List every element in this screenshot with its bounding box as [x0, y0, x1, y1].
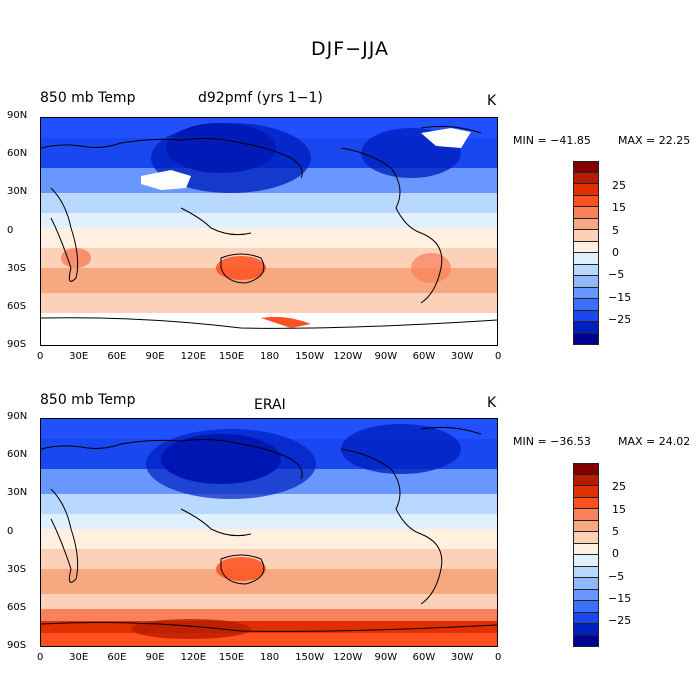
- colorbar-label: 15: [612, 503, 626, 516]
- lon-tick-label: 0: [37, 351, 44, 362]
- lon-tick-label: 150E: [218, 351, 245, 362]
- colorbar-label: −25: [608, 313, 632, 326]
- colorbar-label: 5: [612, 525, 619, 538]
- lat-tick-label: 30S: [7, 563, 27, 575]
- lon-tick-label: 30E: [69, 351, 89, 362]
- antarctic-warm-patch: [261, 316, 311, 328]
- lat-tick-label: 60N: [7, 148, 28, 160]
- lon-tick-label: 180: [260, 652, 280, 663]
- tibet-mask: [141, 170, 191, 190]
- lon-tick-label: 0: [37, 652, 44, 663]
- max-label: MAX = 24.02: [618, 435, 691, 448]
- figure-title: DJF−JJA: [311, 38, 389, 60]
- lon-tick-label: 90E: [145, 652, 165, 663]
- band-mid-south: [41, 293, 497, 313]
- min-label: MIN = −36.53: [513, 435, 591, 448]
- greenland-mask: [421, 128, 471, 148]
- colorbar-label: 25: [612, 179, 626, 192]
- lat-tick-label: 0: [7, 525, 14, 537]
- australia-warm: [216, 256, 266, 280]
- colorbar-label: −15: [608, 291, 632, 304]
- band-tropic-north: [41, 213, 497, 228]
- map-bottom: [40, 418, 498, 647]
- lon-tick-label: 90E: [145, 351, 165, 362]
- lat-tick-label: 90S: [7, 640, 27, 651]
- colorbar-bottom: [573, 463, 599, 647]
- band-subtropic-north: [41, 193, 497, 213]
- lat-tick-label: 60S: [7, 601, 27, 613]
- colorbar-label: 0: [612, 246, 619, 259]
- colorbar-label: 5: [612, 224, 619, 237]
- lat-tick-label: 60S: [7, 300, 27, 312]
- case-label: d92pmf (yrs 1−1): [198, 90, 323, 106]
- coastlines-top: [41, 125, 482, 304]
- africa-warm: [61, 248, 91, 268]
- lon-tick-label: 60E: [107, 351, 127, 362]
- lon-tick-label: 90W: [374, 351, 398, 362]
- lat-tick-label: 90S: [7, 339, 27, 350]
- variable-label: 850 mb Temp: [40, 392, 136, 408]
- colorbar-label: 15: [612, 201, 626, 214]
- coastlines-bottom: [41, 426, 497, 632]
- case-label: ERAI: [254, 397, 286, 413]
- samerica-warm: [411, 253, 451, 283]
- lon-tick-label: 60W: [412, 351, 436, 362]
- lon-tick-label: 120W: [333, 351, 363, 362]
- colorbar-label: 0: [612, 547, 619, 560]
- lat-tick-label: 0: [7, 224, 14, 236]
- lat-tick-label: 30N: [7, 487, 28, 499]
- colorbar-label: −5: [608, 570, 625, 583]
- lon-tick-label: 0: [495, 351, 502, 362]
- lon-tick-label: 60E: [107, 652, 127, 663]
- colorbar-top: [573, 161, 599, 345]
- lon-tick-label: 120W: [333, 652, 363, 663]
- variable-label: 850 mb Temp: [40, 90, 136, 106]
- lat-tick-label: 90N: [7, 411, 28, 422]
- antarctic-warm: [131, 619, 251, 639]
- colorbar-label: −25: [608, 614, 632, 627]
- lon-tick-label: 0: [495, 652, 502, 663]
- temperature-map-top: [41, 118, 497, 345]
- band-tropic-south: [41, 248, 497, 268]
- lon-tick-label: 150W: [295, 652, 325, 663]
- lon-tick-label: 30E: [69, 652, 89, 663]
- lat-tick-label: 60N: [7, 449, 28, 461]
- lat-tick-label: 30N: [7, 186, 28, 198]
- lon-tick-label: 30W: [450, 351, 474, 362]
- lon-tick-label: 120E: [180, 652, 207, 663]
- lon-tick-label: 90W: [374, 652, 398, 663]
- lon-tick-label: 60W: [412, 652, 436, 663]
- max-label: MAX = 22.25: [618, 134, 691, 147]
- map-top: [40, 117, 498, 346]
- lon-tick-label: 120E: [180, 351, 207, 362]
- units-label: K: [487, 93, 497, 109]
- lon-tick-label: 150E: [218, 652, 245, 663]
- colorbar-label: 25: [612, 480, 626, 493]
- lon-tick-label: 180: [260, 351, 280, 362]
- colorbar-label: −15: [608, 592, 632, 605]
- lat-tick-label: 90N: [7, 110, 28, 121]
- units-label: K: [487, 395, 497, 411]
- min-label: MIN = −41.85: [513, 134, 591, 147]
- temperature-map-bottom: [41, 419, 497, 646]
- lon-tick-label: 30W: [450, 652, 474, 663]
- lat-tick-label: 30S: [7, 262, 27, 274]
- colorbar-label: −5: [608, 268, 625, 281]
- band-equator: [41, 228, 497, 248]
- lon-tick-label: 150W: [295, 351, 325, 362]
